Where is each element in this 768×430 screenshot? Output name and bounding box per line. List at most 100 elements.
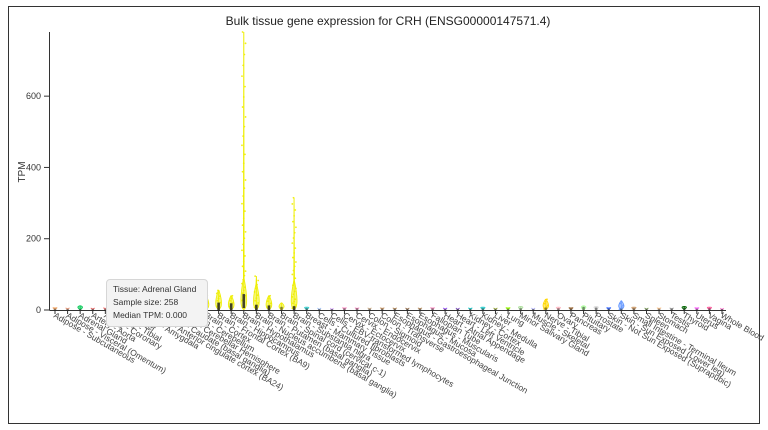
violin[interactable] — [669, 307, 674, 314]
median-box — [343, 308, 346, 311]
median-box — [317, 308, 321, 311]
outlier-point — [244, 42, 247, 45]
median-box — [91, 308, 95, 311]
violin[interactable] — [65, 307, 70, 314]
outlier-point — [215, 292, 218, 295]
violin[interactable] — [253, 275, 260, 314]
violin[interactable] — [342, 307, 347, 314]
median-box — [469, 308, 472, 311]
violin[interactable] — [681, 306, 687, 314]
violin[interactable] — [330, 307, 334, 314]
outlier-point — [291, 273, 294, 276]
violin[interactable] — [694, 307, 700, 314]
median-box — [594, 307, 598, 311]
outlier-point — [242, 195, 245, 197]
outlier-point — [295, 226, 297, 229]
outlier-point — [294, 247, 297, 250]
outlier-point — [232, 301, 234, 304]
violin[interactable] — [367, 307, 372, 314]
median-box — [229, 303, 233, 311]
outlier-point — [244, 210, 246, 213]
tooltip-tissue: Tissue: Adrenal Gland — [113, 284, 197, 294]
violin[interactable] — [644, 307, 649, 314]
violin[interactable] — [468, 307, 473, 314]
violin[interactable] — [227, 294, 235, 314]
violin[interactable] — [618, 300, 625, 314]
violin[interactable] — [215, 289, 222, 314]
outlier-point — [217, 297, 220, 300]
violin[interactable] — [542, 298, 549, 314]
violin[interactable] — [555, 306, 561, 314]
median-box — [620, 308, 623, 311]
violin[interactable] — [392, 307, 398, 314]
median-box — [456, 308, 460, 311]
y-tick-label: 600 — [26, 91, 41, 101]
outlier-point — [255, 297, 258, 299]
violin[interactable] — [531, 307, 536, 314]
violin[interactable] — [720, 307, 724, 314]
violin[interactable] — [52, 307, 58, 314]
outlier-point — [243, 53, 246, 56]
violin[interactable] — [278, 302, 285, 314]
outlier-point — [293, 300, 296, 303]
violin[interactable] — [304, 306, 310, 314]
outlier-point — [241, 170, 244, 173]
violin[interactable] — [580, 305, 587, 314]
outlier-point — [544, 300, 547, 303]
median-box — [393, 308, 397, 311]
violin[interactable] — [354, 307, 360, 314]
violin[interactable] — [568, 307, 574, 314]
outlier-point — [295, 287, 297, 290]
violin[interactable] — [265, 294, 273, 314]
outlier-point — [241, 202, 243, 205]
median-box — [544, 307, 548, 311]
outlier-point — [244, 255, 246, 257]
y-axis-label: TPM — [17, 161, 28, 182]
outlier-point — [292, 256, 294, 259]
outlier-point — [292, 284, 294, 287]
outlier-point — [242, 162, 245, 165]
median-box — [607, 308, 611, 311]
outlier-point — [219, 301, 222, 304]
violin[interactable] — [430, 307, 435, 314]
outlier-point — [241, 265, 244, 268]
median-box — [481, 308, 485, 311]
median-box — [255, 304, 258, 311]
median-box — [569, 308, 573, 311]
violin[interactable] — [493, 307, 498, 314]
outlier-point — [295, 261, 297, 263]
violin[interactable] — [290, 196, 298, 314]
violin[interactable] — [417, 307, 423, 314]
median-box — [53, 308, 57, 311]
median-box — [506, 308, 510, 311]
median-box — [582, 306, 585, 311]
outlier-point — [241, 292, 244, 295]
median-box — [519, 308, 522, 311]
violin[interactable] — [455, 307, 460, 314]
violin[interactable] — [631, 306, 637, 314]
median-box — [305, 308, 308, 311]
outlier-point — [242, 289, 245, 292]
outlier-point — [292, 237, 295, 239]
violin[interactable] — [405, 307, 410, 314]
violin[interactable] — [505, 307, 511, 314]
violin[interactable] — [240, 31, 248, 314]
median-box — [670, 308, 673, 311]
violin[interactable] — [706, 306, 712, 314]
violin[interactable] — [379, 307, 385, 314]
outlier-point — [253, 291, 256, 293]
median-box — [78, 309, 82, 311]
violin[interactable] — [593, 306, 599, 314]
violin[interactable] — [77, 305, 83, 314]
violin[interactable] — [317, 307, 322, 314]
violin[interactable] — [606, 307, 612, 314]
y-tick-label: 200 — [26, 234, 41, 244]
outlier-point — [292, 220, 294, 223]
violin[interactable] — [656, 307, 662, 314]
violin[interactable] — [442, 307, 448, 314]
median-box — [657, 308, 661, 311]
violin[interactable] — [518, 306, 524, 314]
violin[interactable] — [90, 307, 95, 314]
violin[interactable] — [480, 306, 486, 314]
outlier-point — [291, 242, 294, 245]
